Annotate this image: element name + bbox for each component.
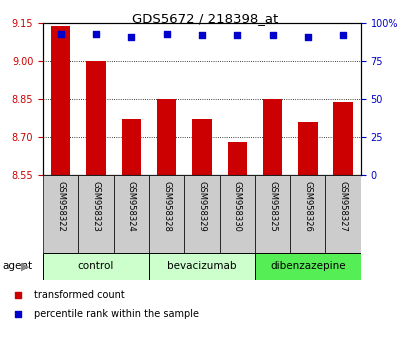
Text: percentile rank within the sample: percentile rank within the sample	[34, 309, 198, 319]
Text: control: control	[78, 261, 114, 272]
Text: GSM958322: GSM958322	[56, 182, 65, 232]
Bar	[43, 175, 78, 253]
Bar	[254, 175, 290, 253]
Text: dibenzazepine: dibenzazepine	[270, 261, 345, 272]
Text: GSM958323: GSM958323	[91, 182, 100, 232]
Bar	[227, 142, 246, 175]
Bar	[157, 99, 176, 175]
Point	[128, 34, 134, 40]
Bar	[290, 175, 325, 253]
Bar	[43, 253, 148, 280]
Bar	[113, 175, 148, 253]
Bar	[148, 253, 254, 280]
Text: transformed count: transformed count	[34, 290, 124, 300]
Text: GSM958330: GSM958330	[232, 182, 241, 232]
Text: GSM958324: GSM958324	[126, 182, 135, 232]
Point	[234, 32, 240, 38]
Point	[339, 32, 346, 38]
Bar	[254, 253, 360, 280]
Text: GSM958329: GSM958329	[197, 182, 206, 232]
Point	[57, 31, 64, 36]
Point	[163, 31, 169, 36]
Bar	[192, 119, 211, 175]
Bar	[78, 175, 113, 253]
Bar	[333, 102, 352, 175]
Text: ▶: ▶	[21, 261, 29, 272]
Text: GSM958328: GSM958328	[162, 182, 171, 232]
Bar	[86, 61, 106, 175]
Point	[92, 31, 99, 36]
Bar	[184, 175, 219, 253]
Bar	[51, 25, 70, 175]
Text: agent: agent	[2, 261, 32, 272]
Bar	[262, 99, 281, 175]
Text: GSM958325: GSM958325	[267, 182, 276, 232]
Text: bevacizumab: bevacizumab	[167, 261, 236, 272]
Bar	[219, 175, 254, 253]
Point	[304, 34, 310, 40]
Point	[288, 68, 294, 74]
Point	[198, 32, 204, 38]
Text: GSM958326: GSM958326	[303, 182, 312, 232]
Bar	[325, 175, 360, 253]
Point	[269, 32, 275, 38]
Bar	[297, 122, 317, 175]
Bar	[148, 175, 184, 253]
Point	[288, 242, 294, 247]
Text: GDS5672 / 218398_at: GDS5672 / 218398_at	[132, 12, 277, 25]
Text: GSM958327: GSM958327	[338, 182, 347, 232]
Bar	[121, 119, 141, 175]
